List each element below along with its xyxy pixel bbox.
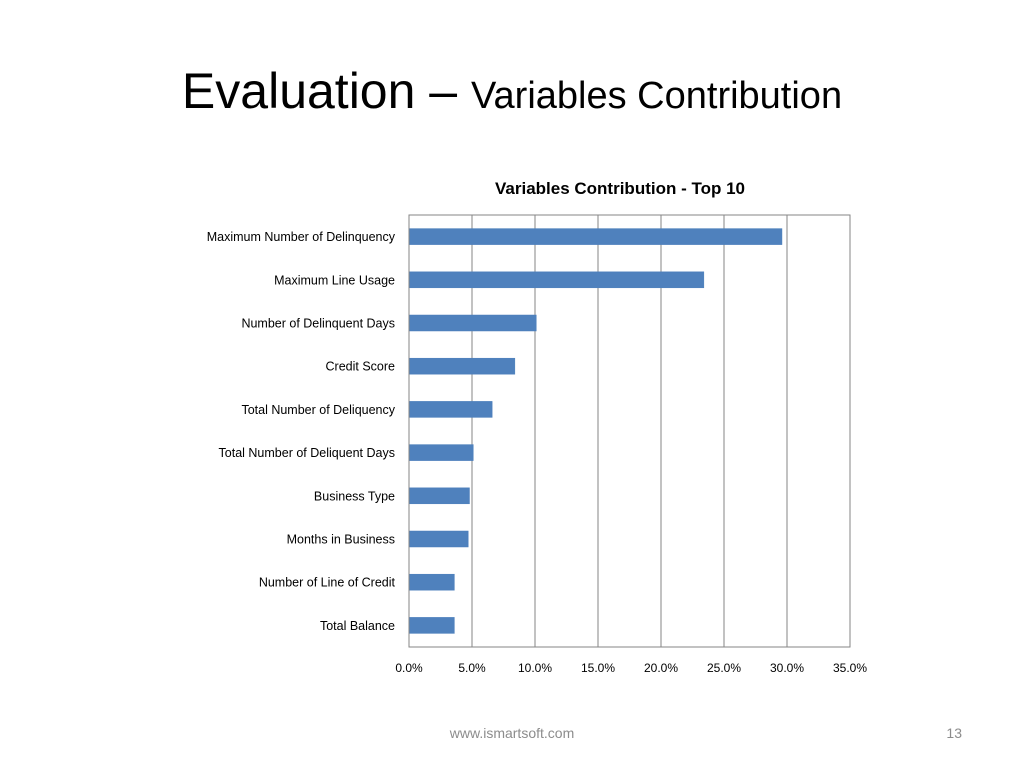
- slide-title-sub: Variables Contribution: [471, 75, 843, 117]
- bar: [408, 228, 783, 245]
- chart-title: Variables Contribution - Top 10: [495, 179, 745, 198]
- category-label: Total Balance: [320, 619, 395, 633]
- x-tick-label: 25.0%: [707, 661, 741, 675]
- x-tick-label: 30.0%: [770, 661, 804, 675]
- category-label: Business Type: [314, 489, 395, 503]
- category-label: Maximum Line Usage: [274, 273, 395, 287]
- x-tick-label: 0.0%: [395, 661, 423, 675]
- bar: [408, 617, 455, 634]
- category-label: Number of Line of Credit: [259, 576, 396, 590]
- category-label: Maximum Number of Delinquency: [207, 230, 396, 244]
- bar: [408, 271, 705, 289]
- plot-area-frame: [408, 214, 851, 648]
- bar: [408, 487, 470, 505]
- x-tick-labels: 0.0% 5.0% 10.0% 15.0% 20.0% 25.0% 30.0% 35.0%: [395, 661, 867, 675]
- bar: [408, 530, 469, 548]
- category-label: Total Number of Deliquent Days: [219, 446, 395, 460]
- x-tick-label: 20.0%: [644, 661, 678, 675]
- category-labels: Maximum Number of Delinquency Maximum Lin…: [207, 230, 396, 633]
- bar: [408, 357, 516, 375]
- x-tick-label: 35.0%: [833, 661, 867, 675]
- slide-title-main: Evaluation –: [181, 63, 472, 119]
- bars: [408, 228, 783, 634]
- bar: [408, 573, 455, 591]
- category-label: Months in Business: [287, 533, 395, 547]
- category-label: Number of Delinquent Days: [241, 317, 395, 331]
- bar: [408, 401, 493, 418]
- category-label: Credit Score: [326, 360, 396, 374]
- footer-url: www.ismartsoft.com: [449, 725, 575, 741]
- category-label: Total Number of Deliquency: [241, 403, 395, 417]
- x-tick-label: 15.0%: [581, 661, 615, 675]
- bar: [408, 314, 537, 332]
- x-tick-label: 5.0%: [458, 661, 486, 675]
- slide-title: Evaluation – Variables Contribution: [0, 62, 1024, 120]
- page-number: 13: [946, 725, 962, 741]
- bar: [408, 444, 474, 461]
- x-tick-label: 10.0%: [518, 661, 552, 675]
